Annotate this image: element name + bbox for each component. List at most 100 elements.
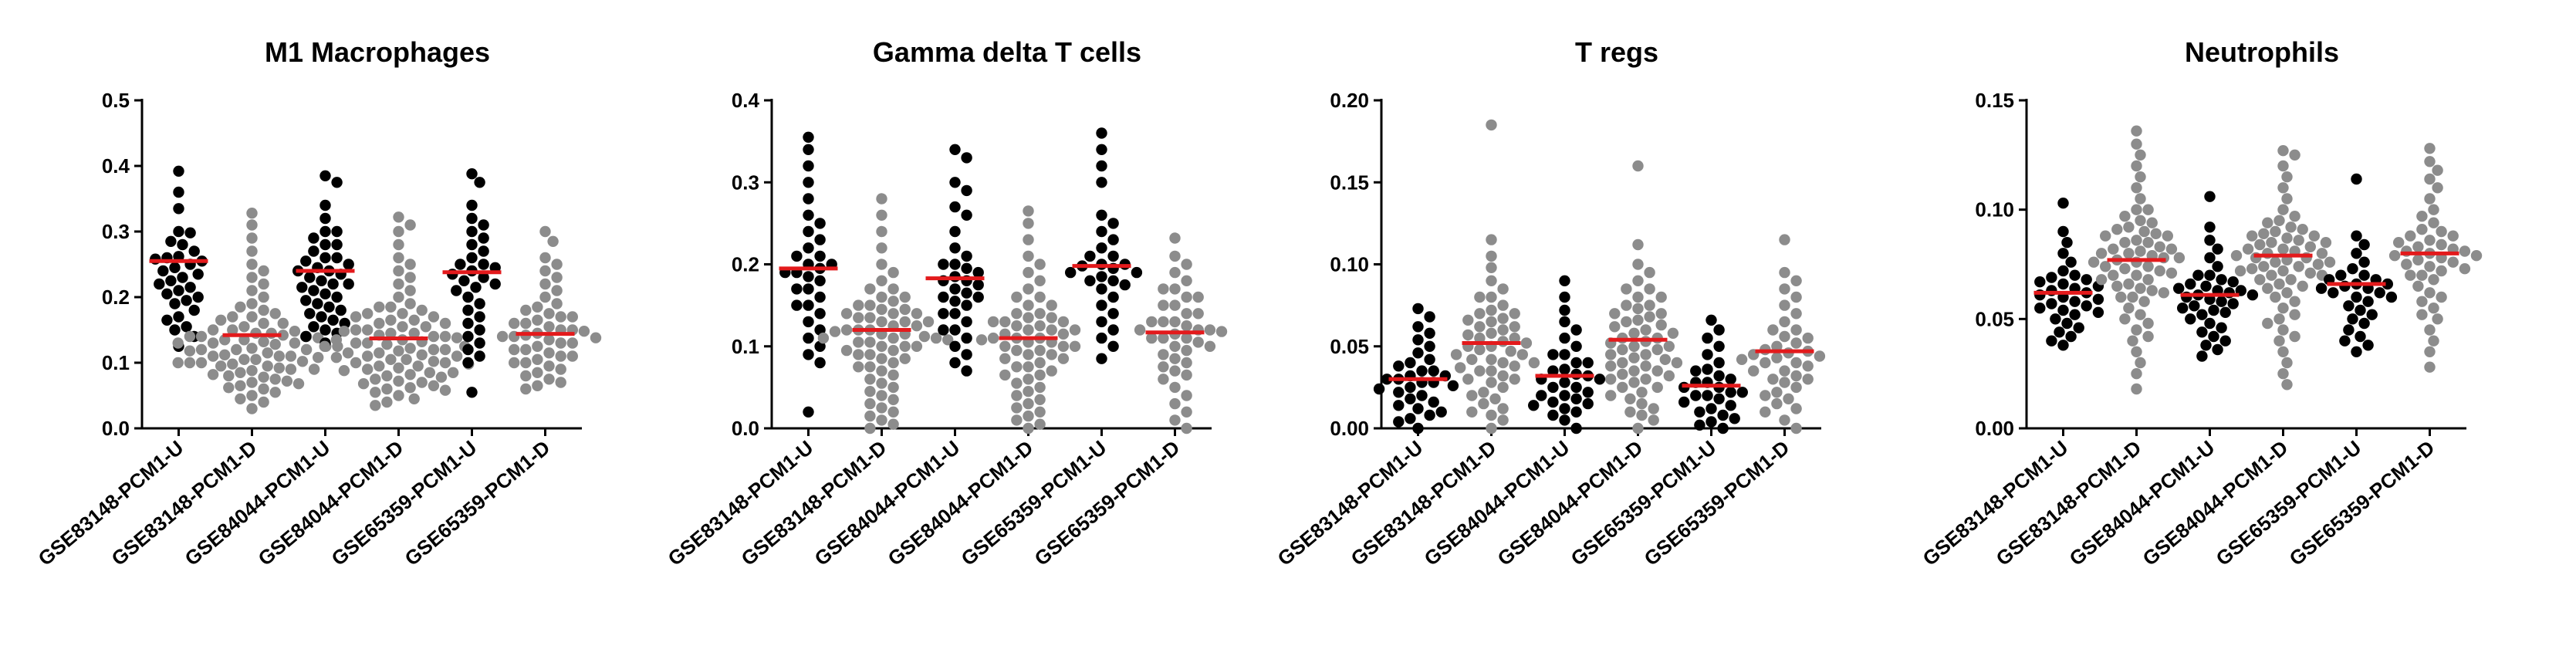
data-point <box>2135 215 2146 226</box>
data-point <box>2092 293 2104 305</box>
data-point <box>2108 243 2119 255</box>
data-point <box>331 238 343 251</box>
data-point <box>864 312 876 323</box>
data-point <box>1096 160 1107 172</box>
data-point <box>2270 291 2281 303</box>
data-point <box>2416 296 2428 307</box>
panel-3: T regs0.000.050.100.150.20GSE83148-PCM1-… <box>1273 36 1826 570</box>
data-point <box>2281 171 2293 183</box>
data-point <box>961 184 972 197</box>
data-point <box>1632 259 1644 270</box>
data-point <box>316 275 327 286</box>
data-point <box>1069 324 1081 336</box>
data-point <box>899 291 911 303</box>
data-point <box>999 353 1011 364</box>
data-point <box>999 369 1011 381</box>
data-point <box>1802 374 1814 385</box>
data-point <box>840 344 853 357</box>
data-point <box>864 397 876 410</box>
data-point <box>975 334 988 346</box>
y-tick-label: 0.0 <box>102 417 130 440</box>
data-point <box>1486 250 1497 262</box>
data-point <box>2447 256 2459 268</box>
data-point <box>539 225 551 238</box>
data-point <box>814 250 826 262</box>
data-point <box>887 332 899 344</box>
data-point <box>2135 149 2146 161</box>
data-point <box>876 242 887 254</box>
data-point <box>2123 303 2135 314</box>
data-point <box>258 383 269 395</box>
data-point <box>2289 296 2300 307</box>
data-point <box>1034 369 1046 381</box>
data-point <box>1570 381 1582 394</box>
data-point <box>876 402 887 414</box>
data-point <box>1509 360 1520 372</box>
data-point <box>1617 343 1628 356</box>
data-point <box>246 219 258 231</box>
y-tick-label: 0.2 <box>732 253 759 276</box>
data-point <box>1466 390 1478 401</box>
data-point <box>269 387 281 398</box>
data-point <box>2416 224 2428 235</box>
data-point <box>1169 232 1181 244</box>
data-point <box>343 278 354 290</box>
data-point <box>235 367 246 378</box>
data-point <box>1694 419 1706 431</box>
data-point <box>1405 381 1416 394</box>
data-point <box>539 252 551 264</box>
data-point <box>911 320 923 332</box>
data-point <box>2273 278 2285 290</box>
data-point <box>899 353 911 364</box>
data-point <box>987 316 999 328</box>
data-point <box>972 266 984 279</box>
data-point <box>949 177 961 188</box>
data-point <box>2246 263 2258 275</box>
data-point <box>1628 327 1640 339</box>
data-point <box>1428 365 1439 377</box>
data-point <box>404 285 416 296</box>
data-point <box>2046 272 2057 283</box>
data-point <box>566 311 578 323</box>
data-point <box>1779 299 1790 311</box>
data-point <box>2123 248 2135 259</box>
data-point <box>1474 332 1486 344</box>
data-point <box>1447 380 1459 391</box>
data-point <box>195 330 208 343</box>
data-point <box>1169 299 1181 311</box>
data-point <box>1486 327 1497 339</box>
data-point <box>520 357 532 369</box>
data-point <box>803 144 814 155</box>
data-point <box>2351 291 2362 303</box>
data-point <box>428 311 440 323</box>
data-point <box>987 332 999 344</box>
data-point <box>1486 275 1497 286</box>
data-point <box>1659 353 1671 365</box>
data-point <box>393 265 404 277</box>
data-point <box>169 262 181 273</box>
data-point <box>1169 250 1181 262</box>
data-point <box>876 209 887 221</box>
data-point <box>1412 303 1424 315</box>
data-point <box>304 272 316 283</box>
data-point <box>1644 299 1655 311</box>
data-point <box>1624 406 1636 418</box>
data-point <box>207 324 219 336</box>
data-point <box>876 340 887 352</box>
data-point <box>223 382 235 394</box>
data-point <box>385 327 397 339</box>
data-point <box>2273 335 2285 347</box>
data-point <box>184 282 196 293</box>
data-point <box>2277 265 2289 277</box>
data-point <box>1462 374 1474 385</box>
data-point <box>803 283 814 295</box>
data-point <box>2324 256 2336 268</box>
data-point <box>2424 235 2436 246</box>
data-point <box>1655 319 1667 331</box>
data-point <box>385 353 397 365</box>
data-point <box>814 308 826 320</box>
data-point <box>462 357 474 369</box>
data-point <box>1729 413 1740 424</box>
data-point <box>1497 324 1509 336</box>
data-point <box>566 337 578 349</box>
